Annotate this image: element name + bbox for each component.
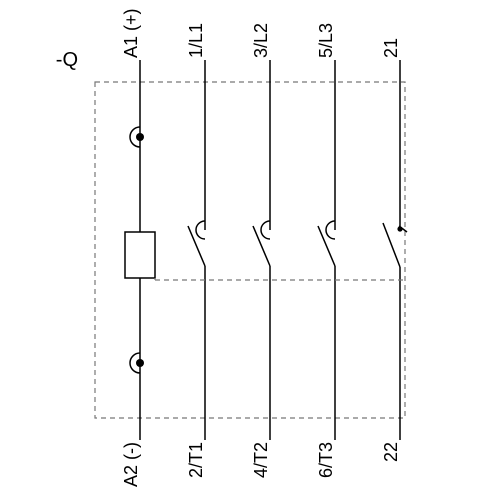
contact-3-blade [383, 223, 400, 267]
contact-1-label-top: 3/L2 [251, 23, 271, 58]
contact-2-fixed-icon [326, 221, 335, 239]
contact-3-label-bottom: 22 [381, 442, 401, 462]
coil-label-bottom: A2 (-) [121, 442, 141, 487]
coil-node-top [136, 133, 144, 141]
contact-3-label-top: 21 [381, 38, 401, 58]
designation-label: -Q [56, 49, 78, 71]
contact-1-label-bottom: 4/T2 [251, 442, 271, 478]
contact-0-label-top: 1/L1 [186, 23, 206, 58]
contact-1-fixed-icon [261, 221, 270, 239]
contact-2-label-top: 5/L3 [316, 23, 336, 58]
coil-label-top: A1 (+) [121, 8, 141, 58]
contact-0-label-bottom: 2/T1 [186, 442, 206, 478]
coil-node-bottom [136, 359, 144, 367]
contact-2-label-bottom: 6/T3 [316, 442, 336, 478]
coil-symbol [125, 232, 155, 278]
contactor-schematic: -Q A1 (+) A2 (-) 1/L1 2/T1 3/L2 4/T2 5/L3 6/T3 21… [0, 0, 500, 500]
contact-0-fixed-icon [196, 221, 205, 239]
